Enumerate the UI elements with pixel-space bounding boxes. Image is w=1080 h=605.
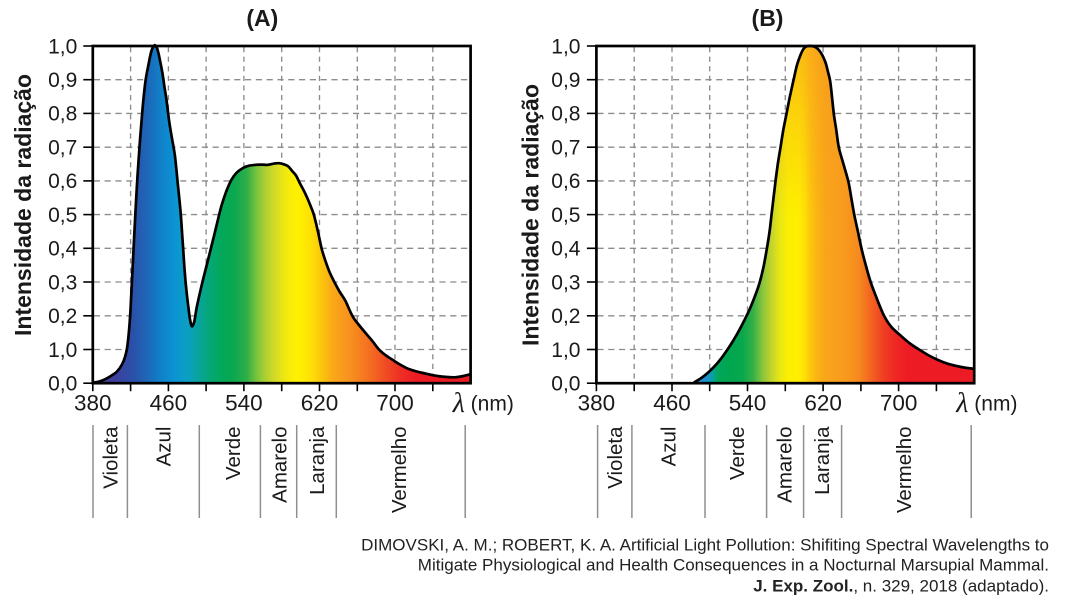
svg-text:0,0: 0,0 <box>551 373 580 396</box>
svg-text:380: 380 <box>578 391 616 416</box>
svg-text:0,6: 0,6 <box>48 170 77 193</box>
svg-text:0,7: 0,7 <box>48 137 77 160</box>
svg-text:0,6: 0,6 <box>551 170 580 193</box>
svg-text:Azul: Azul <box>658 427 681 467</box>
svg-text:0,2: 0,2 <box>48 305 77 328</box>
svg-text:1,0: 1,0 <box>551 339 580 362</box>
svg-text:Intensidade da radiação: Intensidade da radiação <box>10 74 36 336</box>
svg-text:540: 540 <box>225 391 263 416</box>
svg-text:Vermelho: Vermelho <box>388 427 411 514</box>
svg-text:0,4: 0,4 <box>551 238 581 261</box>
svg-text:0,3: 0,3 <box>551 271 580 294</box>
svg-text:Azul: Azul <box>152 427 175 467</box>
svg-text:Laranja: Laranja <box>306 426 329 495</box>
svg-text:0,0: 0,0 <box>48 373 77 396</box>
svg-text:460: 460 <box>653 391 691 416</box>
svg-text:DIMOVSKI, A. M.; ROBERT, K. A.: DIMOVSKI, A. M.; ROBERT, K. A. Artificia… <box>361 536 1049 555</box>
svg-text:Verde: Verde <box>222 427 245 481</box>
svg-text:700: 700 <box>376 391 414 416</box>
svg-text:(B): (B) <box>752 5 784 31</box>
svg-text:0,9: 0,9 <box>48 69 77 92</box>
svg-text:540: 540 <box>729 391 767 416</box>
svg-text:380: 380 <box>74 391 112 416</box>
svg-text:Laranja: Laranja <box>811 426 834 495</box>
svg-text:0,8: 0,8 <box>48 103 77 126</box>
svg-text:λ (nm): λ (nm) <box>452 388 514 419</box>
svg-text:0,5: 0,5 <box>48 204 77 227</box>
svg-text:0,8: 0,8 <box>551 103 580 126</box>
svg-text:J. Exp. Zool., n. 329, 2018 (a: J. Exp. Zool., n. 329, 2018 (adaptado). <box>753 576 1049 595</box>
svg-text:Violeta: Violeta <box>99 426 122 489</box>
svg-text:Vermelho: Vermelho <box>893 427 916 514</box>
svg-text:700: 700 <box>880 391 918 416</box>
svg-text:Violeta: Violeta <box>604 426 627 489</box>
svg-text:0,7: 0,7 <box>551 137 580 160</box>
svg-text:Intensidade da radiação: Intensidade da radiação <box>518 84 544 346</box>
svg-text:0,4: 0,4 <box>48 238 78 261</box>
svg-text:460: 460 <box>150 391 188 416</box>
svg-text:1,0: 1,0 <box>551 35 580 58</box>
svg-text:λ (nm): λ (nm) <box>955 388 1017 419</box>
svg-text:620: 620 <box>804 391 842 416</box>
svg-text:(A): (A) <box>246 5 278 31</box>
svg-text:1,0: 1,0 <box>48 35 77 58</box>
svg-text:1,0: 1,0 <box>48 339 77 362</box>
svg-text:Verde: Verde <box>726 427 749 481</box>
svg-text:Amarelo: Amarelo <box>269 427 292 503</box>
svg-text:Amarelo: Amarelo <box>774 427 797 503</box>
svg-text:0,2: 0,2 <box>551 305 580 328</box>
svg-text:620: 620 <box>301 391 339 416</box>
svg-text:Mitigate Physiological and Hea: Mitigate Physiological and Health Conseq… <box>418 556 1049 575</box>
svg-text:0,5: 0,5 <box>551 204 580 227</box>
svg-text:0,9: 0,9 <box>551 69 580 92</box>
svg-text:0,3: 0,3 <box>48 271 77 294</box>
